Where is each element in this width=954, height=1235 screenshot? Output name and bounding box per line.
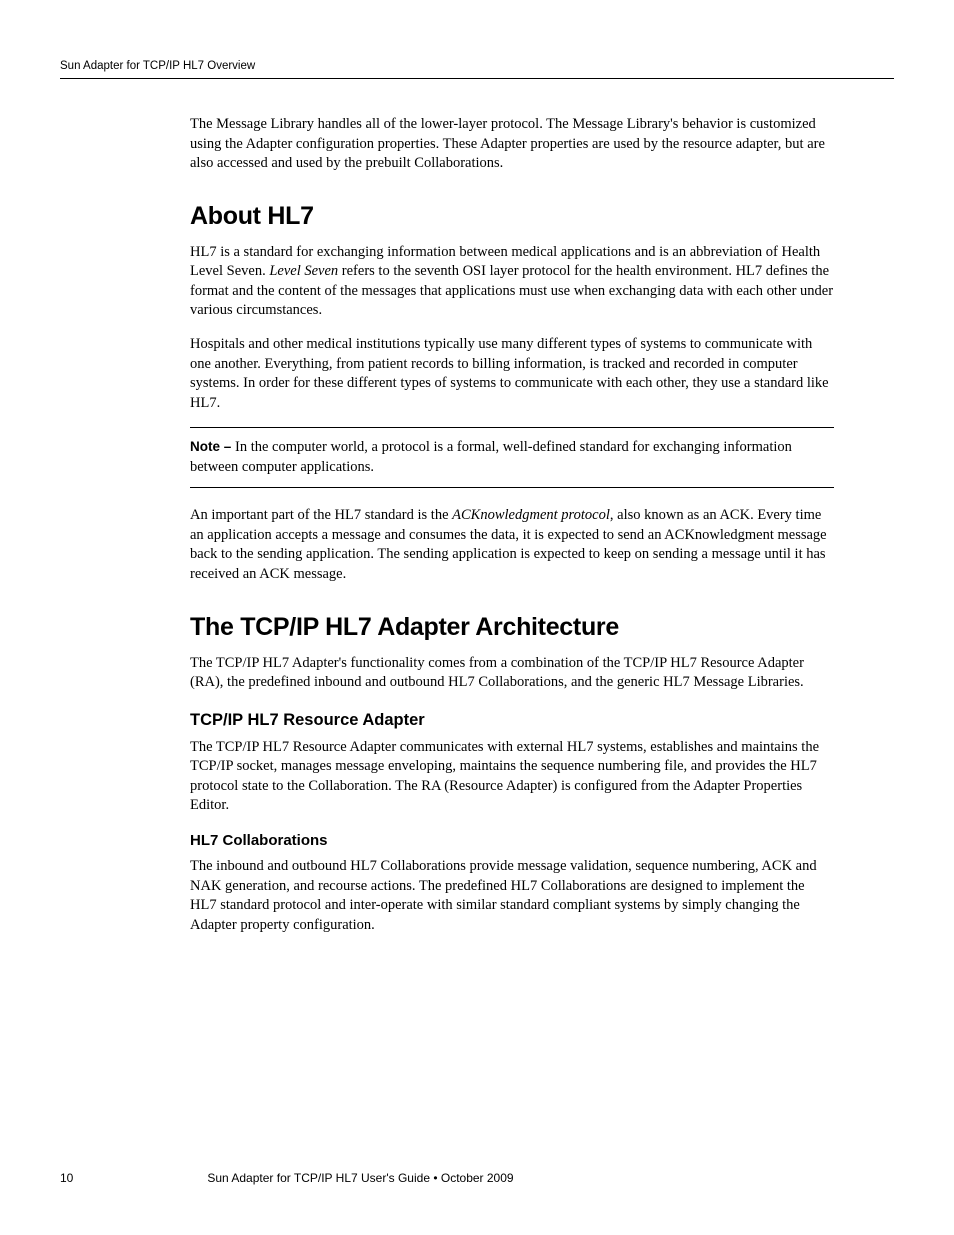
- p3-text-a: An important part of the HL7 standard is…: [190, 507, 452, 523]
- architecture-p1: The TCP/IP HL7 Adapter's functionality c…: [190, 654, 834, 693]
- intro-paragraph: The Message Library handles all of the l…: [190, 115, 834, 174]
- page-content: The Message Library handles all of the l…: [190, 115, 834, 935]
- note-box: Note – In the computer world, a protocol…: [190, 427, 834, 488]
- p3-italic: ACKnowledgment protocol: [452, 507, 610, 523]
- page-footer: 10 Sun Adapter for TCP/IP HL7 User's Gui…: [60, 1169, 894, 1187]
- note-label: Note –: [190, 439, 235, 454]
- subsection-heading-collaborations: HL7 Collaborations: [190, 832, 834, 849]
- subsection-heading-resource-adapter: TCP/IP HL7 Resource Adapter: [190, 711, 834, 730]
- section-heading-about-hl7: About HL7: [190, 202, 834, 231]
- document-page: Sun Adapter for TCP/IP HL7 Overview The …: [0, 0, 954, 1235]
- about-hl7-p1: HL7 is a standard for exchanging informa…: [190, 243, 834, 321]
- about-hl7-p2: Hospitals and other medical institutions…: [190, 335, 834, 413]
- resource-adapter-p1: The TCP/IP HL7 Resource Adapter communic…: [190, 738, 834, 816]
- note-paragraph: Note – In the computer world, a protocol…: [190, 438, 834, 477]
- p1-italic: Level Seven: [269, 263, 338, 279]
- note-text: In the computer world, a protocol is a f…: [190, 439, 792, 475]
- page-number: 10: [60, 1171, 73, 1185]
- page-header: Sun Adapter for TCP/IP HL7 Overview: [60, 60, 894, 79]
- running-head: Sun Adapter for TCP/IP HL7 Overview: [60, 60, 894, 72]
- section-heading-architecture: The TCP/IP HL7 Adapter Architecture: [190, 613, 834, 642]
- collaborations-p1: The inbound and outbound HL7 Collaborati…: [190, 857, 834, 935]
- footer-doc-title: Sun Adapter for TCP/IP HL7 User's Guide …: [207, 1171, 513, 1185]
- about-hl7-p3: An important part of the HL7 standard is…: [190, 506, 834, 584]
